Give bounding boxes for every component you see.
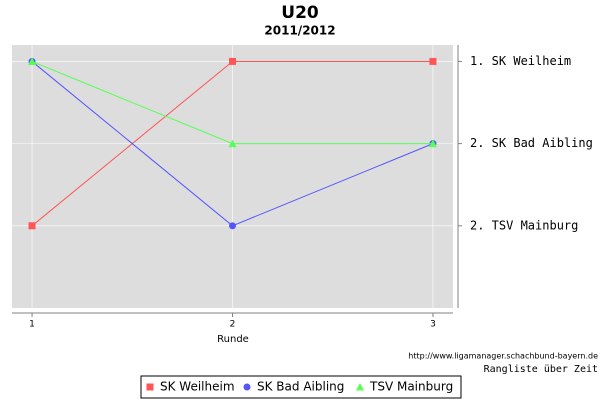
legend <box>140 375 462 399</box>
marker <box>229 222 236 230</box>
source: http://www.ligamanager.schachbund-bayern… <box>408 352 598 361</box>
legend-label: TSV Mainburg <box>369 380 453 394</box>
legend-label: SK Bad Aibling <box>257 380 344 394</box>
y-tick-label: 2. SK Bad Aibling <box>470 136 593 150</box>
marker <box>228 139 237 148</box>
legend-label: SK Weilheim <box>160 380 235 394</box>
chart-subtitle: 2011/2012 <box>264 24 335 38</box>
x-tick-label: 1 <box>29 320 35 330</box>
marker <box>229 57 236 65</box>
chart-title: U20 <box>281 3 319 23</box>
marker <box>429 57 437 65</box>
y-tick-label: 1. SK Weilheim <box>470 54 571 68</box>
y-tick-label: 2. TSV Mainburg <box>470 218 578 232</box>
x-tick-label: 3 <box>430 320 436 330</box>
legend-marker <box>243 383 251 391</box>
x-tick-label: 2 <box>230 320 236 330</box>
legend-marker <box>356 383 364 391</box>
marker <box>428 139 437 148</box>
footer: Rangliste über Zeit <box>484 364 598 375</box>
legend-marker <box>146 383 154 391</box>
marker <box>28 222 36 230</box>
x-axis-label: Runde <box>217 334 249 345</box>
marker <box>28 57 37 65</box>
